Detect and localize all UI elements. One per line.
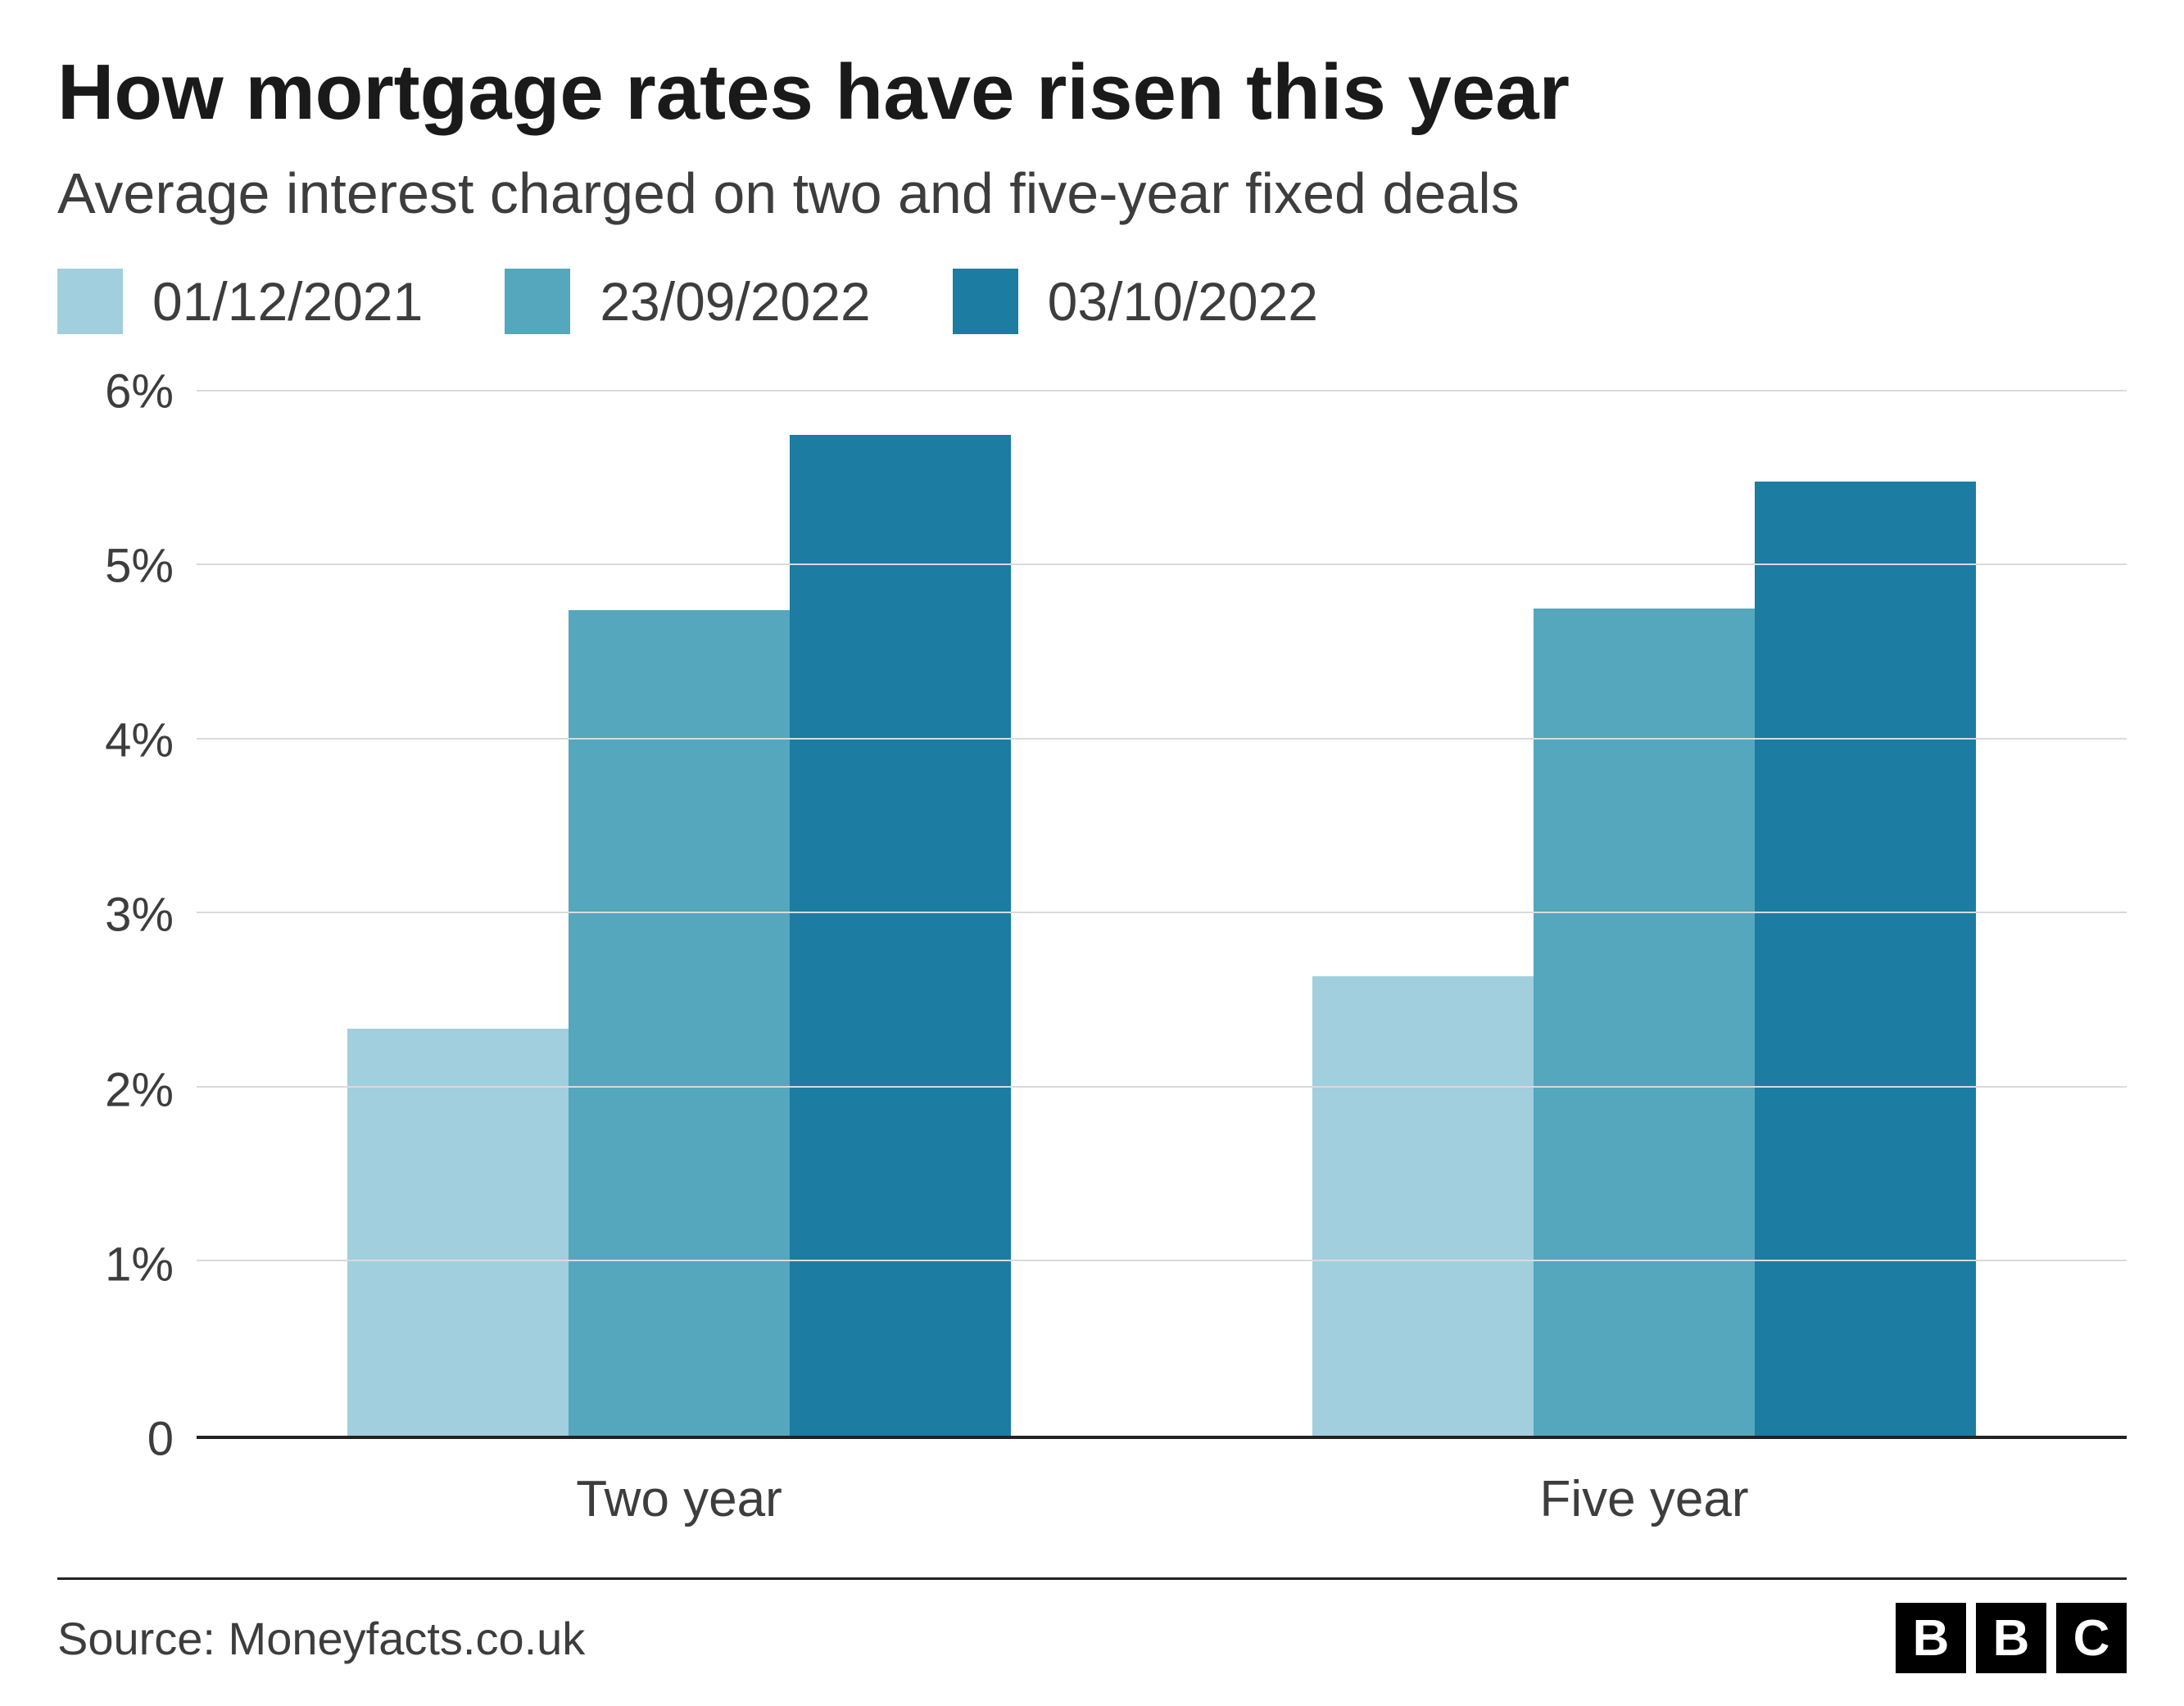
- gridline: [197, 390, 2127, 391]
- legend-swatch: [505, 269, 570, 334]
- x-label: Five year: [1162, 1470, 2127, 1528]
- gridline: [197, 912, 2127, 913]
- y-tick-label: 2%: [105, 1062, 174, 1117]
- legend-swatch: [57, 269, 123, 334]
- x-label: Two year: [197, 1470, 1162, 1528]
- bar-group: [197, 391, 1162, 1436]
- legend-item: 01/12/2021: [57, 269, 423, 334]
- y-tick-label: 1%: [105, 1237, 174, 1292]
- chart-subtitle: Average interest charged on two and five…: [57, 159, 2127, 228]
- bar: [1312, 976, 1534, 1436]
- legend: 01/12/2021 23/09/2022 03/10/2022: [57, 269, 2127, 334]
- legend-item: 03/10/2022: [953, 269, 1318, 334]
- gridline: [197, 1086, 2127, 1088]
- bar-group: [1162, 391, 2127, 1436]
- y-tick-label: 6%: [105, 364, 174, 419]
- bbc-logo-letter: C: [2056, 1603, 2127, 1673]
- chart-container: How mortgage rates have risen this year …: [0, 0, 2184, 1706]
- gridline: [197, 738, 2127, 740]
- bar: [790, 435, 1011, 1436]
- source-text: Source: Moneyfacts.co.uk: [57, 1612, 585, 1665]
- bbc-logo-letter: B: [1896, 1603, 1966, 1673]
- legend-swatch: [953, 269, 1018, 334]
- y-tick-label: 4%: [105, 713, 174, 768]
- footer: Source: Moneyfacts.co.uk BBC: [57, 1577, 2127, 1673]
- plot-area: [197, 391, 2127, 1439]
- y-axis: 01%2%3%4%5%6%: [57, 391, 197, 1439]
- x-axis: Two yearFive year: [197, 1470, 2127, 1528]
- bar: [569, 610, 790, 1436]
- chart-title: How mortgage rates have risen this year: [57, 49, 2127, 136]
- legend-item: 23/09/2022: [505, 269, 870, 334]
- legend-label: 01/12/2021: [152, 270, 423, 333]
- plot-wrapper: 01%2%3%4%5%6%: [57, 391, 2127, 1439]
- y-tick-label: 0: [147, 1412, 174, 1467]
- bbc-logo-letter: B: [1976, 1603, 2046, 1673]
- gridline: [197, 563, 2127, 565]
- gridline: [197, 1260, 2127, 1261]
- bar: [1534, 609, 1755, 1436]
- bar: [347, 1029, 569, 1436]
- legend-label: 03/10/2022: [1048, 270, 1318, 333]
- y-tick-label: 5%: [105, 538, 174, 593]
- bbc-logo: BBC: [1896, 1603, 2127, 1673]
- legend-label: 23/09/2022: [600, 270, 870, 333]
- y-tick-label: 3%: [105, 888, 174, 943]
- bar-groups: [197, 391, 2127, 1436]
- bar: [1755, 482, 1976, 1436]
